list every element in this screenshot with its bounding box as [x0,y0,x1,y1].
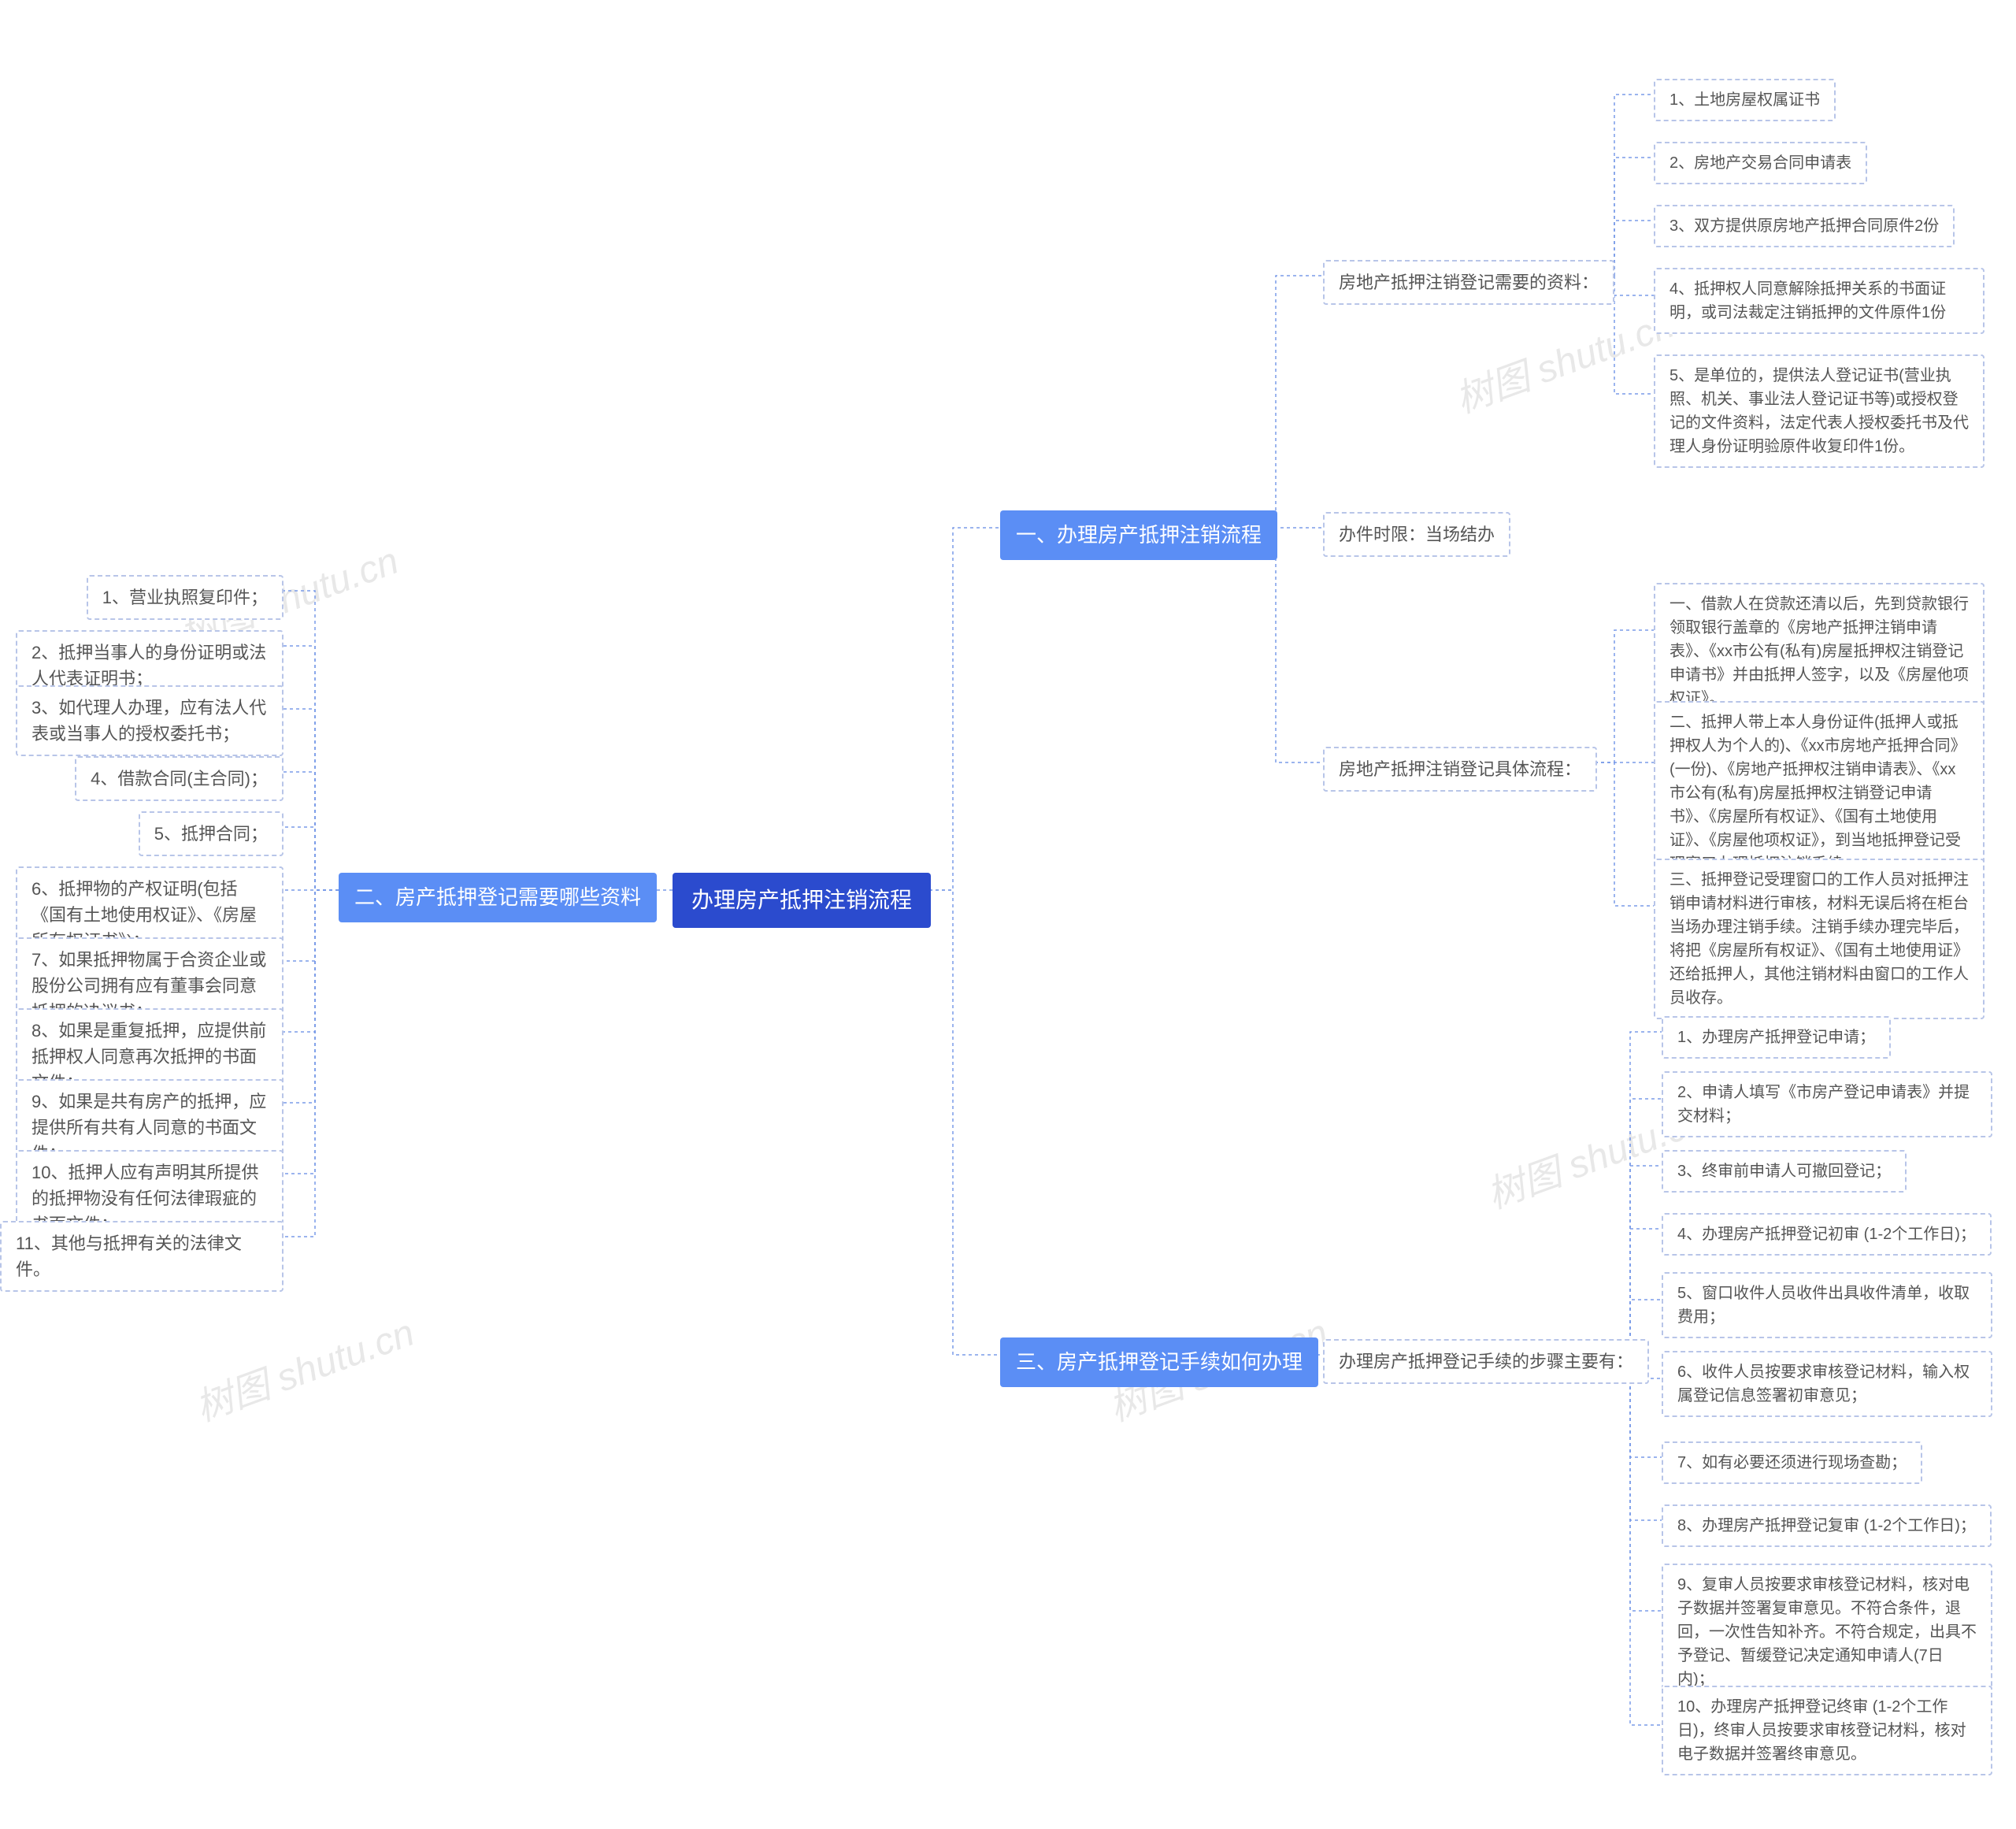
branch-1-c1-item[interactable]: 5、是单位的，提供法人登记证书(营业执照、机关、事业法人登记证书等)或授权登记的… [1654,354,1984,468]
branch-1-c3-item[interactable]: 二、抵押人带上本人身份证件(抵押人或抵押权人为个人的)、《xx市房地产抵押合同》… [1654,701,1984,885]
root-node[interactable]: 办理房产抵押注销流程 [673,873,931,928]
branch-1-child-3[interactable]: 房地产抵押注销登记具体流程： [1323,747,1597,792]
branch-2[interactable]: 二、房产抵押登记需要哪些资料 [339,873,657,922]
branch-3-c1-item[interactable]: 1、办理房产抵押登记申请； [1662,1016,1891,1059]
branch-3-c1-item[interactable]: 9、复审人员按要求审核登记材料，核对电子数据并签署复审意见。不符合条件，退回，一… [1662,1564,1992,1701]
branch-3-c1-item[interactable]: 7、如有必要还须进行现场查勘； [1662,1441,1922,1484]
branch-3-c1-item[interactable]: 4、办理房产抵押登记初审 (1-2个工作日)； [1662,1213,1992,1256]
watermark: 树图 shutu.cn [1447,293,1681,423]
branch-1-c1-item[interactable]: 1、土地房屋权属证书 [1654,79,1836,121]
branch-3-c1-item[interactable]: 5、窗口收件人员收件出具收件清单，收取费用； [1662,1272,1992,1338]
branch-3-c1-item[interactable]: 8、办理房产抵押登记复审 (1-2个工作日)； [1662,1504,1992,1547]
branch-3-c1-item[interactable]: 2、申请人填写《市房产登记申请表》并提交材料； [1662,1071,1992,1137]
branch-3-c1-item[interactable]: 3、终审前申请人可撤回登记； [1662,1150,1907,1193]
branch-1-c3-item[interactable]: 一、借款人在贷款还清以后，先到贷款银行领取银行盖章的《房地产抵押注销申请表》、《… [1654,583,1984,720]
branch-1-child-1[interactable]: 房地产抵押注销登记需要的资料： [1323,260,1614,305]
branch-2-item[interactable]: 11、其他与抵押有关的法律文件。 [0,1221,284,1292]
branch-1-c1-item[interactable]: 3、双方提供原房地产抵押合同原件2份 [1654,205,1955,247]
branch-3-child-1[interactable]: 办理房产抵押登记手续的步骤主要有： [1323,1339,1649,1384]
branch-3[interactable]: 三、房产抵押登记手续如何办理 [1000,1337,1318,1387]
branch-1-c1-item[interactable]: 2、房地产交易合同申请表 [1654,142,1867,184]
branch-2-item[interactable]: 5、抵押合同； [139,811,284,856]
branch-1-child-2[interactable]: 办件时限：当场结办 [1323,512,1510,557]
watermark: 树图 shutu.cn [187,1301,421,1431]
branch-1[interactable]: 一、办理房产抵押注销流程 [1000,510,1277,560]
branch-1-c3-item[interactable]: 三、抵押登记受理窗口的工作人员对抵押注销申请材料进行审核，材料无误后将在柜台当场… [1654,859,1984,1019]
branch-2-item[interactable]: 3、如代理人办理，应有法人代表或当事人的授权委托书； [16,685,284,756]
branch-3-c1-item[interactable]: 10、办理房产抵押登记终审 (1-2个工作日)，终审人员按要求审核登记材料，核对… [1662,1686,1992,1775]
branch-2-item[interactable]: 4、借款合同(主合同)； [75,756,284,801]
branch-3-c1-item[interactable]: 6、收件人员按要求审核登记材料，输入权属登记信息签署初审意见； [1662,1351,1992,1417]
branch-2-item[interactable]: 1、营业执照复印件； [87,575,284,620]
branch-1-c1-item[interactable]: 4、抵押权人同意解除抵押关系的书面证明，或司法裁定注销抵押的文件原件1份 [1654,268,1984,334]
